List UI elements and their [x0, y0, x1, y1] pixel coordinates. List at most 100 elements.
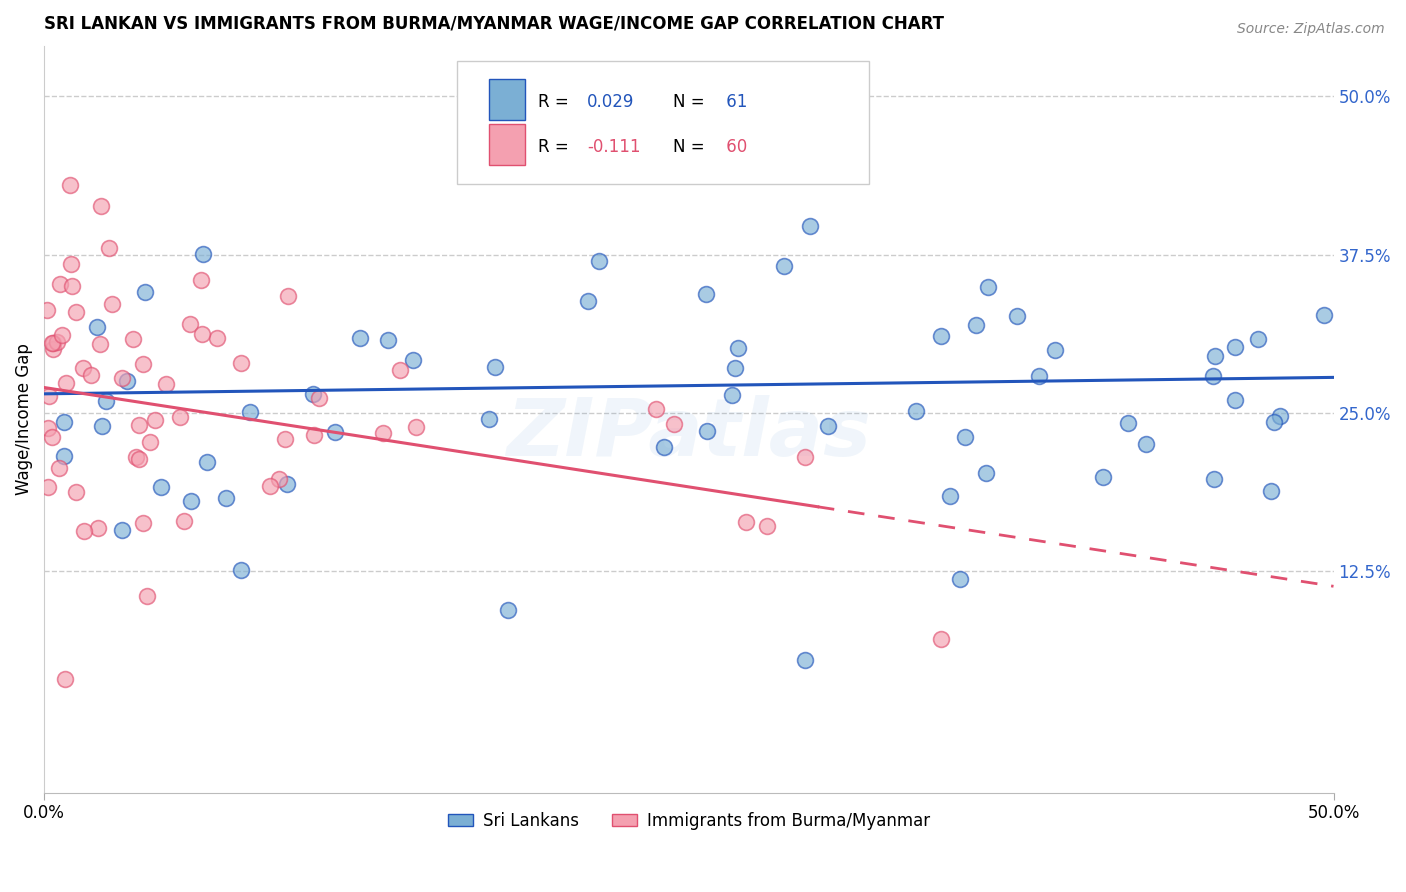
Sri Lankans [1202, 368, 1225, 383]
Text: R =: R = [538, 93, 574, 111]
Immigrants from Burma/Myanmar [128, 418, 150, 433]
Sri Lankans [1116, 416, 1139, 430]
Sri Lankans [134, 285, 156, 299]
Sri Lankans [773, 260, 796, 274]
Sri Lankans [1247, 332, 1270, 346]
Sri Lankans [695, 286, 717, 301]
Sri Lankans [239, 405, 262, 419]
Sri Lankans [939, 490, 962, 504]
Immigrants from Burma/Myanmar [179, 317, 201, 331]
Immigrants from Burma/Myanmar [59, 178, 82, 192]
Sri Lankans [149, 480, 172, 494]
Sri Lankans [817, 418, 839, 433]
Immigrants from Burma/Myanmar [41, 430, 63, 444]
FancyBboxPatch shape [457, 61, 869, 184]
Sri Lankans [949, 572, 972, 586]
Immigrants from Burma/Myanmar [132, 516, 155, 531]
Immigrants from Burma/Myanmar [259, 479, 281, 493]
Immigrants from Burma/Myanmar [59, 257, 82, 271]
Immigrants from Burma/Myanmar [191, 326, 214, 341]
Immigrants from Burma/Myanmar [48, 277, 70, 291]
FancyBboxPatch shape [489, 79, 524, 120]
Immigrants from Burma/Myanmar [53, 672, 76, 686]
Sri Lankans [723, 361, 745, 376]
Immigrants from Burma/Myanmar [388, 362, 411, 376]
Immigrants from Burma/Myanmar [89, 336, 111, 351]
Immigrants from Burma/Myanmar [90, 199, 112, 213]
Immigrants from Burma/Myanmar [48, 460, 70, 475]
Sri Lankans [94, 394, 117, 409]
Text: SRI LANKAN VS IMMIGRANTS FROM BURMA/MYANMAR WAGE/INCOME GAP CORRELATION CHART: SRI LANKAN VS IMMIGRANTS FROM BURMA/MYAN… [44, 15, 943, 33]
Immigrants from Burma/Myanmar [277, 289, 299, 303]
Immigrants from Burma/Myanmar [135, 589, 157, 603]
Immigrants from Burma/Myanmar [373, 425, 395, 440]
Immigrants from Burma/Myanmar [101, 297, 124, 311]
Sri Lankans [1204, 349, 1226, 363]
Sri Lankans [91, 418, 114, 433]
Text: N =: N = [673, 137, 710, 155]
Sri Lankans [1092, 470, 1115, 484]
Immigrants from Burma/Myanmar [38, 389, 60, 403]
Sri Lankans [536, 140, 558, 154]
Immigrants from Burma/Myanmar [269, 472, 291, 486]
Text: 0.029: 0.029 [586, 93, 634, 111]
Immigrants from Burma/Myanmar [111, 371, 134, 385]
FancyBboxPatch shape [489, 124, 524, 165]
Immigrants from Burma/Myanmar [644, 402, 666, 417]
Sri Lankans [377, 333, 399, 347]
Immigrants from Burma/Myanmar [45, 334, 67, 349]
Immigrants from Burma/Myanmar [51, 327, 73, 342]
Sri Lankans [1043, 343, 1066, 357]
Sri Lankans [974, 466, 997, 480]
Immigrants from Burma/Myanmar [42, 343, 65, 357]
Immigrants from Burma/Myanmar [35, 302, 58, 317]
Sri Lankans [727, 341, 749, 355]
Sri Lankans [180, 493, 202, 508]
Sri Lankans [86, 319, 108, 334]
Immigrants from Burma/Myanmar [155, 377, 177, 392]
Sri Lankans [793, 653, 815, 667]
Immigrants from Burma/Myanmar [73, 524, 96, 538]
Sri Lankans [215, 491, 238, 506]
Immigrants from Burma/Myanmar [755, 518, 778, 533]
Sri Lankans [1268, 409, 1291, 424]
Sri Lankans [977, 280, 1000, 294]
Sri Lankans [721, 387, 744, 401]
Sri Lankans [1260, 483, 1282, 498]
Immigrants from Burma/Myanmar [662, 417, 685, 432]
Immigrants from Burma/Myanmar [55, 376, 77, 390]
Immigrants from Burma/Myanmar [929, 632, 952, 646]
Immigrants from Burma/Myanmar [308, 392, 330, 406]
Immigrants from Burma/Myanmar [304, 427, 326, 442]
Sri Lankans [953, 430, 976, 444]
Sri Lankans [52, 415, 75, 429]
Immigrants from Burma/Myanmar [97, 241, 120, 255]
Immigrants from Burma/Myanmar [65, 305, 87, 319]
Text: ZIPatlas: ZIPatlas [506, 395, 872, 473]
Immigrants from Burma/Myanmar [121, 332, 143, 346]
Sri Lankans [1263, 415, 1285, 429]
Immigrants from Burma/Myanmar [125, 450, 148, 464]
Sri Lankans [652, 440, 675, 454]
Sri Lankans [696, 424, 718, 438]
Immigrants from Burma/Myanmar [79, 368, 101, 383]
Sri Lankans [302, 387, 325, 401]
Immigrants from Burma/Myanmar [87, 521, 110, 535]
Sri Lankans [229, 563, 252, 577]
Sri Lankans [965, 318, 987, 332]
Sri Lankans [402, 353, 425, 368]
Sri Lankans [1135, 437, 1157, 451]
Sri Lankans [588, 253, 610, 268]
Text: 60: 60 [721, 137, 748, 155]
Immigrants from Burma/Myanmar [274, 432, 297, 446]
Immigrants from Burma/Myanmar [37, 421, 59, 435]
Immigrants from Burma/Myanmar [37, 480, 59, 494]
Sri Lankans [1225, 393, 1247, 408]
Sri Lankans [349, 331, 371, 345]
Sri Lankans [52, 450, 75, 464]
Immigrants from Burma/Myanmar [405, 419, 427, 434]
Sri Lankans [904, 404, 927, 418]
Text: R =: R = [538, 137, 574, 155]
Y-axis label: Wage/Income Gap: Wage/Income Gap [15, 343, 32, 495]
Text: -0.111: -0.111 [586, 137, 641, 155]
